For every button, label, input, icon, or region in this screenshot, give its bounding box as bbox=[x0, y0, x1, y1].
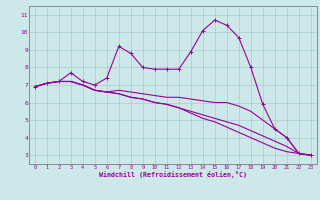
X-axis label: Windchill (Refroidissement éolien,°C): Windchill (Refroidissement éolien,°C) bbox=[99, 171, 247, 178]
